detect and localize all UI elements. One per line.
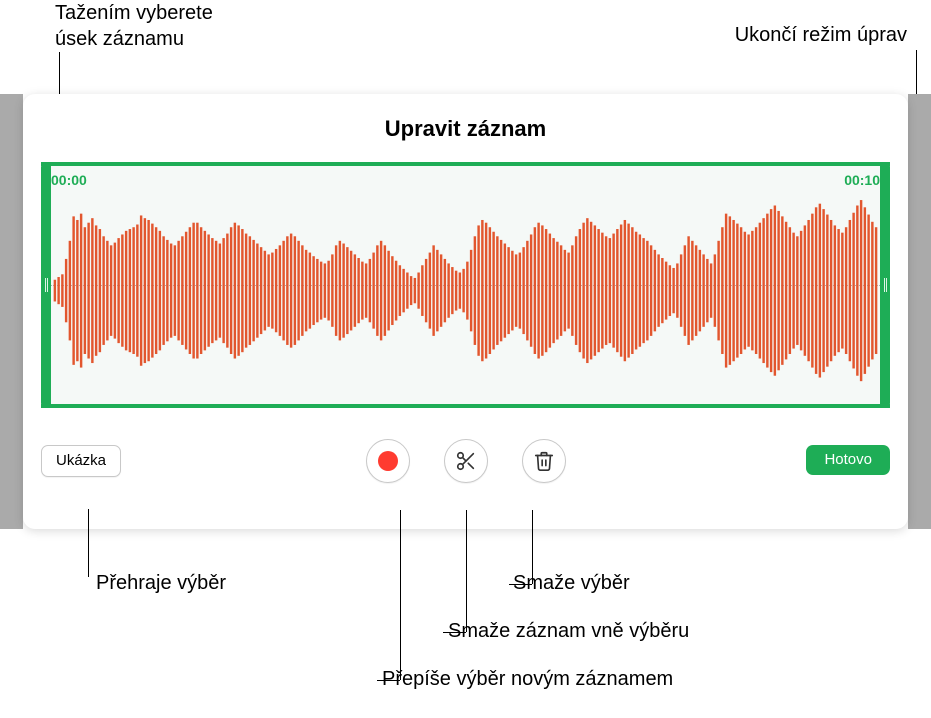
waveform-svg xyxy=(53,190,878,391)
gutter-right xyxy=(908,94,931,529)
record-button[interactable] xyxy=(366,439,410,483)
waveform-area[interactable]: 00:00 00:10 xyxy=(41,162,890,408)
trim-button[interactable] xyxy=(444,439,488,483)
trim-handle-right[interactable] xyxy=(880,162,890,408)
leader-trim xyxy=(466,510,467,632)
leader-record-dot xyxy=(377,680,400,681)
delete-button[interactable] xyxy=(522,439,566,483)
record-icon xyxy=(378,451,398,471)
leader-play-sel xyxy=(88,509,89,577)
callout-play-sel: Přehraje výběr xyxy=(96,570,226,596)
done-button[interactable]: Hotovo xyxy=(806,445,890,475)
audio-editor-panel: Upravit záznam 00:00 00:10 Ukázka xyxy=(23,94,908,529)
time-end-label: 00:10 xyxy=(844,172,880,188)
leader-delete xyxy=(532,510,533,584)
waveform-selection-box: 00:00 00:10 xyxy=(41,162,890,408)
preview-button[interactable]: Ukázka xyxy=(41,445,121,477)
editor-title: Upravit záznam xyxy=(23,94,908,162)
callout-trim-outside: Smaže záznam vně výběru xyxy=(448,618,689,644)
trash-icon xyxy=(533,450,555,472)
time-start-label: 00:00 xyxy=(51,172,87,188)
leader-delete-dot xyxy=(509,584,532,585)
trim-handle-left[interactable] xyxy=(41,162,51,408)
editor-toolbar: Ukázka Ho xyxy=(23,433,908,513)
gutter-left xyxy=(0,94,23,529)
callout-delete-sel: Smaže výběr xyxy=(513,570,630,596)
scissors-icon xyxy=(455,450,477,472)
callout-exit-edit: Ukončí režim úprav xyxy=(735,22,907,48)
leader-trim-dot xyxy=(443,632,466,633)
leader-record xyxy=(400,510,401,680)
center-icon-group xyxy=(366,439,566,483)
callout-drag-select: Tažením vyberete úsek záznamu xyxy=(55,0,213,52)
callout-overwrite: Přepíše výběr novým záznamem xyxy=(382,666,673,692)
